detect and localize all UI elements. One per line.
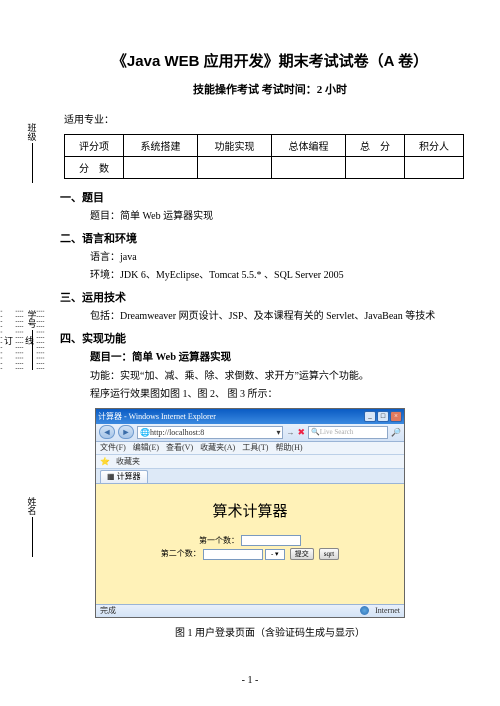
section-2-head: 二、语言和环境 <box>60 230 480 246</box>
favorites-label[interactable]: 收藏夹 <box>116 456 140 467</box>
section-2-line1: 语言：java <box>90 250 480 265</box>
table-row: 分 数 <box>65 157 464 179</box>
figure-caption: 图 1 用户登录页面（含验证码生成与显示） <box>60 624 480 639</box>
second-number-input[interactable] <box>203 549 263 560</box>
exam-title: 《Java WEB 应用开发》期末考试试卷（A 卷） <box>60 50 480 71</box>
star-icon[interactable]: ⭐ <box>100 457 110 466</box>
side-label-class: 班级 <box>26 123 39 183</box>
label-second-number: 第二个数： <box>161 549 201 558</box>
score-header: 评分项 <box>65 135 124 157</box>
first-number-input[interactable] <box>241 535 301 546</box>
score-row-label: 分 数 <box>65 157 124 179</box>
score-header: 系统搭建 <box>123 135 197 157</box>
calculator-form: 第一个数： 第二个数： - ▾ 提交 sqrt <box>96 535 404 561</box>
page-body: 算术计算器 第一个数： 第二个数： - ▾ 提交 sqrt <box>96 484 404 604</box>
calculator-title: 算术计算器 <box>96 484 404 521</box>
browser-tab[interactable]: ▦ 计算器 <box>100 470 148 483</box>
search-icon: 🔍 <box>311 428 320 436</box>
menu-item[interactable]: 收藏夹(A) <box>200 442 235 453</box>
binding-dots: ┊┊┊┊┊┊┊┊┊┊┊┊ <box>0 309 2 372</box>
menu-item[interactable]: 编辑(E) <box>133 442 159 453</box>
status-zone: Internet <box>375 606 400 615</box>
document-content: 《Java WEB 应用开发》期末考试试卷（A 卷） 技能操作考试 考试时间：2… <box>60 50 480 639</box>
submit-button[interactable]: 提交 <box>290 548 314 560</box>
status-done: 完成 <box>100 605 116 616</box>
table-row: 评分项 系统搭建 功能实现 总体编程 总 分 积分人 <box>65 135 464 157</box>
side-label-id: 学号 <box>26 310 39 370</box>
close-button[interactable]: × <box>390 411 402 422</box>
maximize-button[interactable]: □ <box>377 411 389 422</box>
exam-subtitle: 技能操作考试 考试时间：2 小时 <box>60 81 480 97</box>
side-labels: 班级 学号 姓名 <box>22 60 42 620</box>
section-2-line2: 环境：JDK 6、MyEclipse、Tomcat 5.5.* 、SQL Ser… <box>90 268 480 283</box>
binding-fold-label: 订 <box>2 333 15 348</box>
address-bar[interactable]: 🌐 http://localhost:8 ▾ <box>137 426 283 439</box>
section-4-desc: 功能：实现“加、减、乘、除、求倒数、求开方”运算六个功能。 <box>90 369 480 384</box>
section-4-figs: 程序运行效果图如图 1、图 2、 图 3 所示： <box>90 387 480 402</box>
globe-icon <box>360 606 369 615</box>
menu-item[interactable]: 帮助(H) <box>275 442 302 453</box>
ie-window-title: 计算器 - Windows Internet Explorer <box>98 411 216 422</box>
score-table: 评分项 系统搭建 功能实现 总体编程 总 分 积分人 分 数 <box>64 134 464 179</box>
score-header: 积分人 <box>405 135 464 157</box>
section-1-head: 一、题目 <box>60 189 480 205</box>
page-icon: ▦ <box>107 472 115 481</box>
page-number: - 1 - <box>0 675 500 686</box>
menu-item[interactable]: 工具(T) <box>242 442 268 453</box>
search-bar[interactable]: 🔍 Live Search <box>308 426 388 439</box>
sqrt-button[interactable]: sqrt <box>319 548 340 560</box>
ie-favorites-bar: ⭐ 收藏夹 <box>96 455 404 469</box>
back-button[interactable]: ◄ <box>99 425 115 439</box>
score-header: 功能实现 <box>197 135 271 157</box>
ie-titlebar: 计算器 - Windows Internet Explorer _ □ × <box>96 409 404 424</box>
section-3-head: 三、运用技术 <box>60 289 480 305</box>
label-first-number: 第一个数： <box>199 536 239 545</box>
score-header: 总体编程 <box>272 135 346 157</box>
ie-tab-bar: ▦ 计算器 <box>96 469 404 484</box>
minimize-button[interactable]: _ <box>364 411 376 422</box>
ie-toolbar: ◄ ► 🌐 http://localhost:8 ▾ → ✖ 🔍 Live Se… <box>96 424 404 442</box>
operator-select[interactable]: - ▾ <box>265 549 285 560</box>
section-4-head: 四、实现功能 <box>60 330 480 346</box>
section-3-body: 包括：Dreamweaver 网页设计、JSP、及本课程有关的 Servlet、… <box>90 309 480 324</box>
applicable-majors: 适用专业： <box>64 111 480 126</box>
forward-button[interactable]: ► <box>118 425 134 439</box>
section-4-title: 题目一：简单 Web 运算器实现 <box>90 350 480 366</box>
side-label-name: 姓名 <box>26 497 39 557</box>
menu-item[interactable]: 查看(V) <box>166 442 193 453</box>
section-1-body: 题目：简单 Web 运算器实现 <box>90 209 480 224</box>
menu-item[interactable]: 文件(F) <box>100 442 126 453</box>
ie-menu-bar: 文件(F) 编辑(E) 查看(V) 收藏夹(A) 工具(T) 帮助(H) <box>96 442 404 455</box>
score-header: 总 分 <box>346 135 405 157</box>
ie-screenshot: 计算器 - Windows Internet Explorer _ □ × ◄ … <box>95 408 405 618</box>
globe-icon: 🌐 <box>140 428 150 437</box>
ie-status-bar: 完成 Internet <box>96 604 404 617</box>
